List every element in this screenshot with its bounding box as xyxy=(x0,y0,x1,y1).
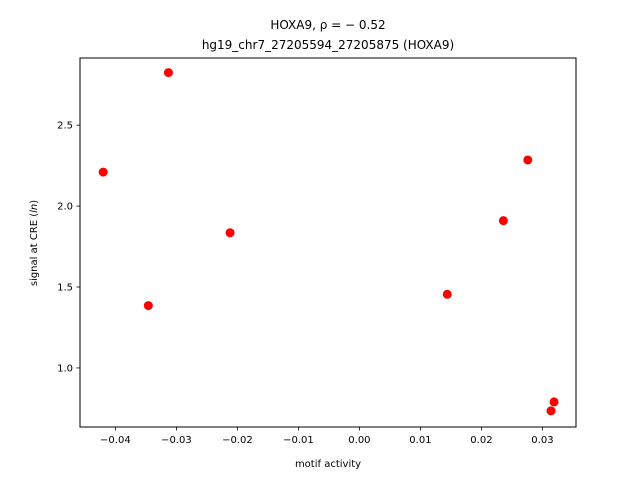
y-axis-label: signal at CRE (ln) xyxy=(29,200,40,286)
x-tick-label: 0.03 xyxy=(531,435,553,446)
chart-title-line1: HOXA9, ρ = − 0.52 xyxy=(270,18,385,32)
scatter-point xyxy=(225,228,235,238)
x-axis-ticks: −0.04 −0.03 −0.02 −0.01 0.00 0.01 0.02 0.03 xyxy=(100,427,554,446)
y-axis-label-ln: ln xyxy=(29,204,40,213)
scatter-point xyxy=(163,68,173,78)
plot-frame xyxy=(79,57,577,428)
x-tick-label: −0.04 xyxy=(100,435,131,446)
y-tick-label: 1.0 xyxy=(57,363,73,374)
y-axis-label-text: signal at CRE ( xyxy=(29,213,40,286)
y-axis-label-close: ) xyxy=(29,200,40,204)
x-tick-label: −0.02 xyxy=(222,435,253,446)
y-tick-label: 2.0 xyxy=(57,202,73,213)
x-axis-label: motif activity xyxy=(295,459,361,470)
x-tick-label: 0.00 xyxy=(348,435,370,446)
x-tick-label: −0.03 xyxy=(161,435,192,446)
chart-title-line2: hg19_chr7_27205594_27205875 (HOXA9) xyxy=(202,38,454,52)
data-points xyxy=(98,68,559,416)
y-tick-label: 1.5 xyxy=(57,283,73,294)
y-tick-label: 2.5 xyxy=(57,121,73,132)
scatter-point xyxy=(98,167,108,177)
y-axis-ticks: 1.0 1.5 2.0 2.5 xyxy=(57,121,80,374)
x-tick-label: 0.01 xyxy=(409,435,431,446)
scatter-point xyxy=(523,155,533,165)
scatter-point xyxy=(546,406,556,416)
x-tick-label: −0.01 xyxy=(283,435,314,446)
scatter-point xyxy=(498,216,508,226)
scatter-point xyxy=(549,397,559,407)
scatter-point xyxy=(442,289,452,299)
x-tick-label: 0.02 xyxy=(470,435,492,446)
scatter-point xyxy=(143,301,153,311)
